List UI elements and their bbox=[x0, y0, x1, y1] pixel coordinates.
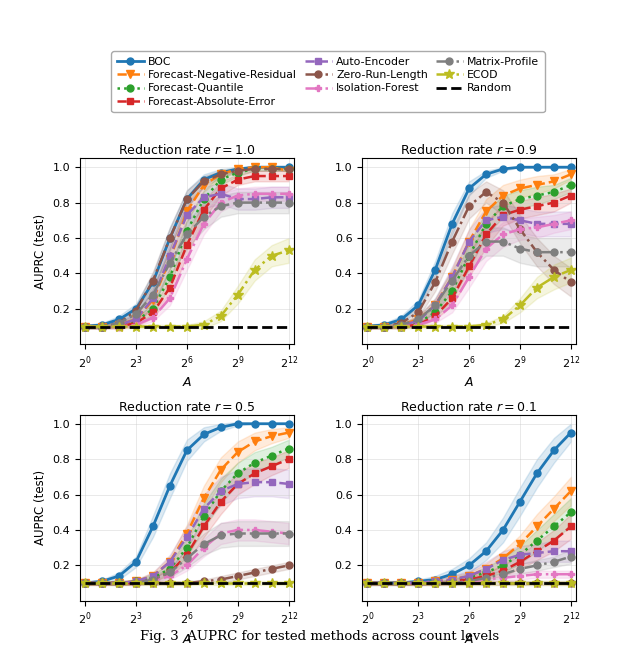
Legend: BOC, Forecast-Negative-Residual, Forecast-Quantile, Forecast-Absolute-Error, Aut: BOC, Forecast-Negative-Residual, Forecas… bbox=[111, 52, 545, 112]
Title: Reduction rate $r = 0.1$: Reduction rate $r = 0.1$ bbox=[401, 400, 538, 413]
Title: Reduction rate $r = 0.9$: Reduction rate $r = 0.9$ bbox=[400, 143, 538, 157]
X-axis label: $A$: $A$ bbox=[182, 376, 192, 389]
Title: Reduction rate $r = 1.0$: Reduction rate $r = 1.0$ bbox=[118, 143, 256, 157]
Y-axis label: AUPRC (test): AUPRC (test) bbox=[34, 470, 47, 545]
Title: Reduction rate $r = 0.5$: Reduction rate $r = 0.5$ bbox=[118, 400, 256, 413]
Text: Fig. 3  AUPRC for tested methods across count levels: Fig. 3 AUPRC for tested methods across c… bbox=[140, 630, 500, 643]
X-axis label: $A$: $A$ bbox=[464, 376, 474, 389]
X-axis label: $A$: $A$ bbox=[182, 632, 192, 645]
Y-axis label: AUPRC (test): AUPRC (test) bbox=[34, 214, 47, 289]
X-axis label: $A$: $A$ bbox=[464, 632, 474, 645]
